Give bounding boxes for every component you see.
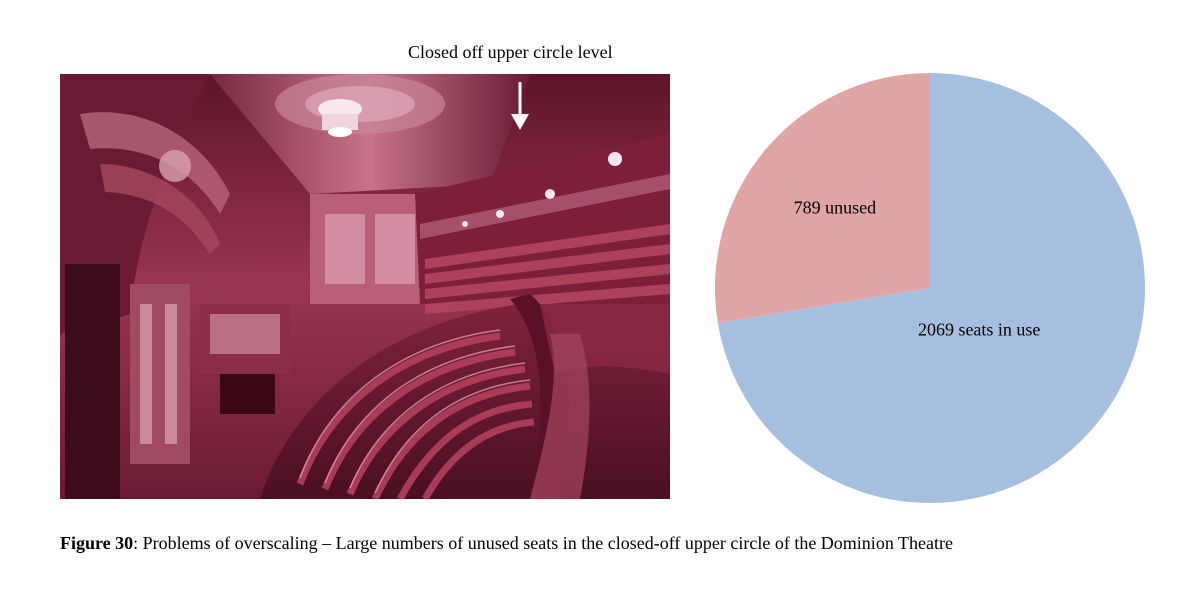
photo-annotation: Closed off upper circle level <box>408 42 613 62</box>
pie-labels: 2069 seats in use 789 unused <box>794 197 1041 339</box>
photo-stalls-seats <box>296 332 535 499</box>
photo-chandelier <box>318 99 362 137</box>
photo-stalls-seat-highlights <box>299 329 531 494</box>
photo-arrow-icon <box>511 82 529 130</box>
pie-slice-0 <box>717 73 1145 504</box>
photo-wall-lamps <box>462 152 622 227</box>
figure-label: Figure 30 <box>60 533 134 553</box>
pie-slice-label-1: 789 unused <box>794 197 877 217</box>
pie-slice-label-0: 2069 seats in use <box>918 320 1040 340</box>
seat-usage-pie-chart: 2069 seats in use 789 unused <box>715 73 1145 504</box>
pie-slices <box>715 73 1145 504</box>
figure-caption-text: : Problems of overscaling – Large number… <box>133 533 953 553</box>
theatre-photo <box>60 74 670 499</box>
photo-upper-circle-seats <box>425 224 670 314</box>
pie-slice-1 <box>715 73 930 324</box>
photo-aisle <box>530 334 590 499</box>
figure-caption: Figure 30: Problems of overscaling – Lar… <box>60 532 953 554</box>
